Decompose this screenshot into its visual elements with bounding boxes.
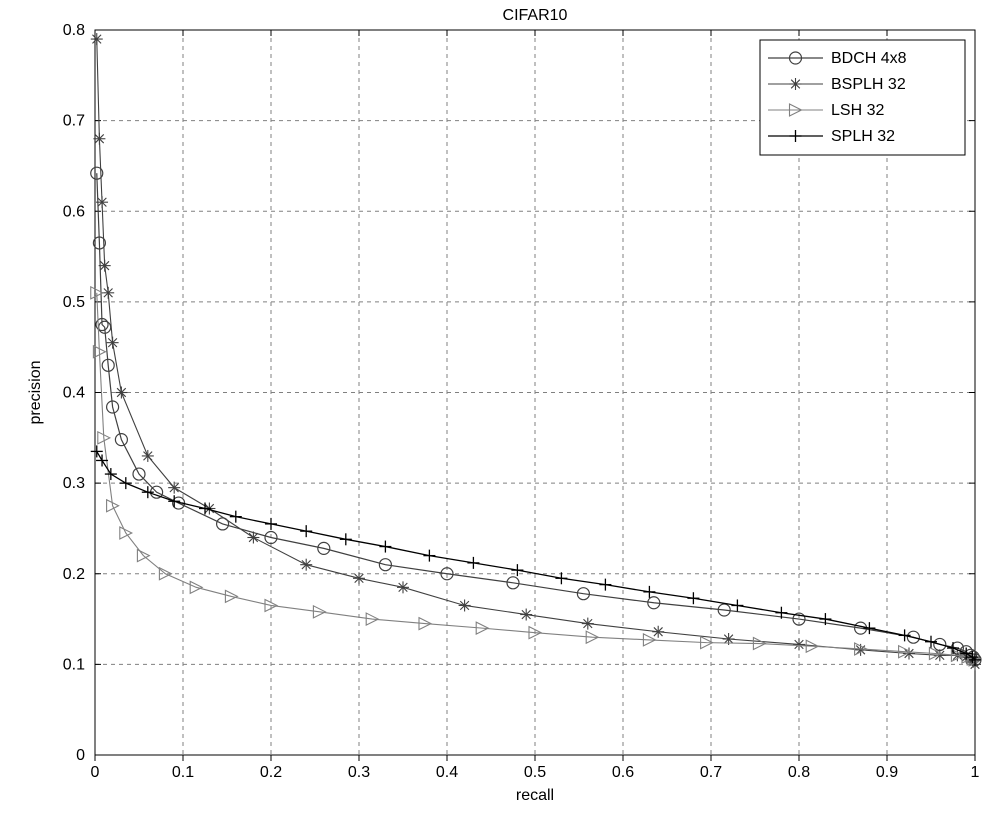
precision-recall-chart: 0 0.1 0.2 0.3 0.4 0.5 0.6 0.7 0.8 0.9 1 0 0.1 0.2 0.3 0… bbox=[0, 0, 1000, 816]
svg-text:0: 0 bbox=[76, 747, 85, 764]
svg-text:1: 1 bbox=[971, 764, 980, 781]
svg-text:0.2: 0.2 bbox=[63, 566, 85, 583]
svg-text:0.1: 0.1 bbox=[63, 656, 85, 673]
svg-text:0.8: 0.8 bbox=[63, 22, 85, 39]
legend: BDCH 4x8 BSPLH 32 LSH 32 SPLH 32 bbox=[760, 40, 965, 155]
svg-text:recall: recall bbox=[516, 787, 554, 804]
legend-label-2: LSH 32 bbox=[831, 102, 884, 119]
svg-text:0.2: 0.2 bbox=[260, 764, 282, 781]
legend-label-3: SPLH 32 bbox=[831, 128, 895, 145]
svg-text:0.6: 0.6 bbox=[63, 203, 85, 220]
svg-text:CIFAR10: CIFAR10 bbox=[503, 7, 568, 24]
svg-text:0.3: 0.3 bbox=[63, 475, 85, 492]
svg-text:0.6: 0.6 bbox=[612, 764, 634, 781]
svg-text:0.8: 0.8 bbox=[788, 764, 810, 781]
legend-label-0: BDCH 4x8 bbox=[831, 50, 907, 67]
svg-text:0.9: 0.9 bbox=[876, 764, 898, 781]
svg-text:precision: precision bbox=[27, 360, 44, 424]
chart-svg: 0 0.1 0.2 0.3 0.4 0.5 0.6 0.7 0.8 0.9 1 0 0.1 0.2 0.3 0… bbox=[0, 0, 1000, 816]
svg-text:0.5: 0.5 bbox=[524, 764, 546, 781]
legend-label-1: BSPLH 32 bbox=[831, 76, 906, 93]
svg-text:0.4: 0.4 bbox=[436, 764, 458, 781]
svg-text:0.7: 0.7 bbox=[63, 113, 85, 130]
svg-text:0.4: 0.4 bbox=[63, 385, 85, 402]
svg-text:0: 0 bbox=[91, 764, 100, 781]
svg-text:0.5: 0.5 bbox=[63, 294, 85, 311]
svg-text:0.7: 0.7 bbox=[700, 764, 722, 781]
svg-text:0.1: 0.1 bbox=[172, 764, 194, 781]
svg-text:0.3: 0.3 bbox=[348, 764, 370, 781]
